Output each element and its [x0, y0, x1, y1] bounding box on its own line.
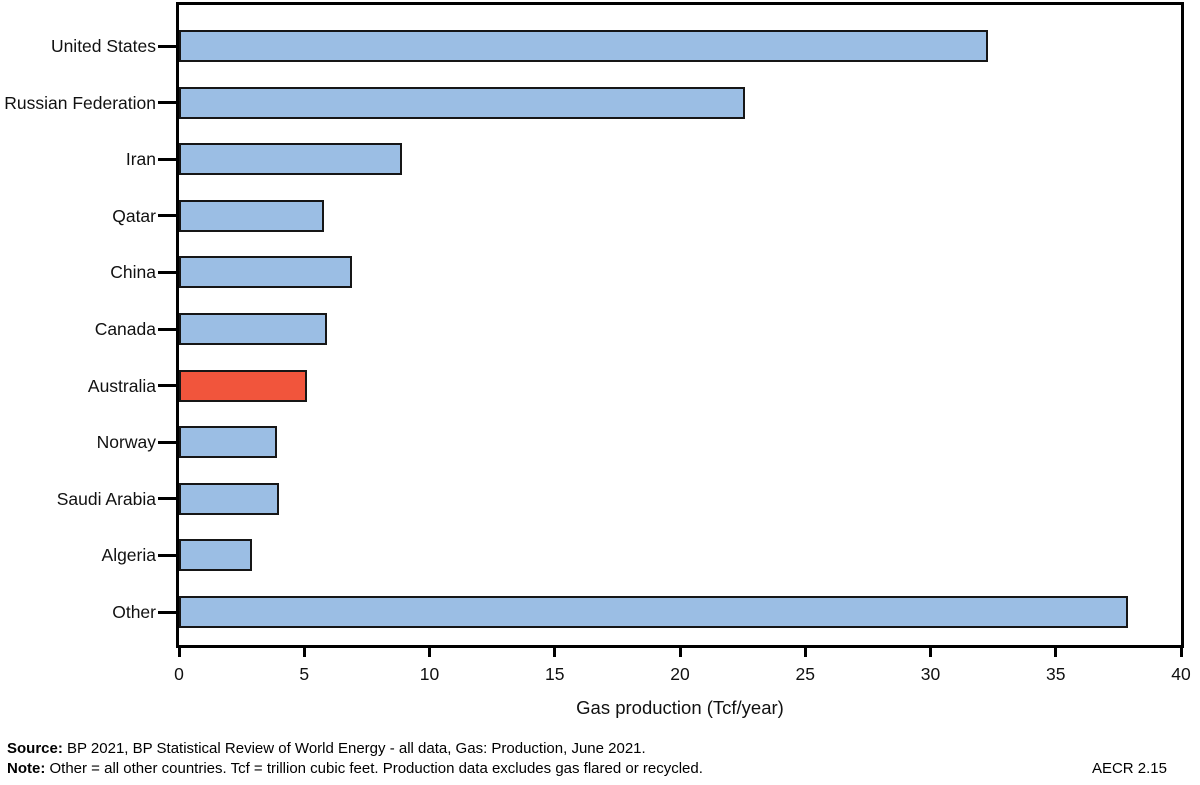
x-tick-25	[803, 648, 807, 657]
category-tick-russian-federation	[158, 101, 177, 105]
category-tick-norway	[158, 440, 177, 444]
bar-saudi-arabia	[179, 482, 279, 515]
x-tick-label-15: 15	[545, 664, 565, 684]
x-tick-0	[177, 648, 181, 657]
bar-united-states	[179, 30, 988, 62]
x-tick-10	[428, 648, 431, 657]
category-label-united-states: United States	[50, 36, 156, 56]
source-line: Source: BP 2021, BP Statistical Review o…	[7, 739, 646, 759]
bar-russian-federation	[179, 86, 745, 119]
category-tick-united-states	[158, 44, 177, 48]
category-tick-qatar	[158, 214, 177, 218]
source-label: Source:	[7, 740, 63, 757]
source-text: BP 2021, BP Statistical Review of World …	[62, 740, 646, 757]
bar-other	[179, 596, 1128, 628]
x-tick-label-10: 10	[419, 664, 440, 684]
category-tick-canada	[158, 327, 177, 331]
category-label-china: China	[110, 262, 156, 283]
x-tick-30	[929, 648, 932, 657]
category-tick-china	[158, 270, 177, 274]
category-label-algeria: Algeria	[101, 545, 156, 566]
x-axis-title: Gas production (Tcf/year)	[576, 697, 784, 718]
bar-norway	[179, 426, 277, 459]
x-tick-label-40: 40	[1171, 664, 1191, 684]
note-label: Note:	[7, 760, 46, 777]
bar-china	[179, 256, 352, 289]
category-tick-australia	[158, 384, 177, 388]
x-tick-20	[678, 648, 682, 657]
x-tick-label-30: 30	[920, 664, 941, 684]
note-text: Other = all other countries. Tcf = trill…	[45, 760, 703, 777]
x-tick-label-0: 0	[174, 664, 184, 684]
bar-qatar	[179, 199, 324, 232]
category-label-other: Other	[112, 602, 156, 622]
category-tick-saudi-arabia	[158, 497, 177, 501]
note-line: Note: Other = all other countries. Tcf =…	[7, 759, 703, 779]
category-label-saudi-arabia: Saudi Arabia	[56, 488, 156, 509]
x-tick-15	[553, 648, 557, 657]
category-label-iran: Iran	[125, 149, 156, 170]
x-tick-label-5: 5	[299, 664, 310, 684]
x-tick-40	[1179, 648, 1183, 657]
category-tick-algeria	[158, 553, 177, 557]
bar-algeria	[179, 539, 252, 572]
bar-canada	[179, 313, 327, 345]
x-tick-label-25: 25	[795, 664, 815, 684]
category-label-norway: Norway	[96, 432, 156, 453]
x-tick-label-20: 20	[670, 664, 690, 684]
category-label-russian-federation: Russian Federation	[4, 92, 156, 113]
category-label-australia: Australia	[87, 375, 156, 396]
category-tick-other	[158, 610, 177, 614]
category-label-qatar: Qatar	[112, 205, 156, 226]
x-tick-5	[302, 648, 306, 657]
bar-australia	[179, 369, 307, 402]
category-label-canada: Canada	[94, 319, 156, 339]
x-tick-label-35: 35	[1046, 664, 1066, 684]
x-tick-35	[1054, 648, 1058, 657]
figure-number: AECR 2.15	[1091, 760, 1167, 777]
category-tick-iran	[158, 157, 177, 161]
bar-iran	[179, 143, 402, 176]
